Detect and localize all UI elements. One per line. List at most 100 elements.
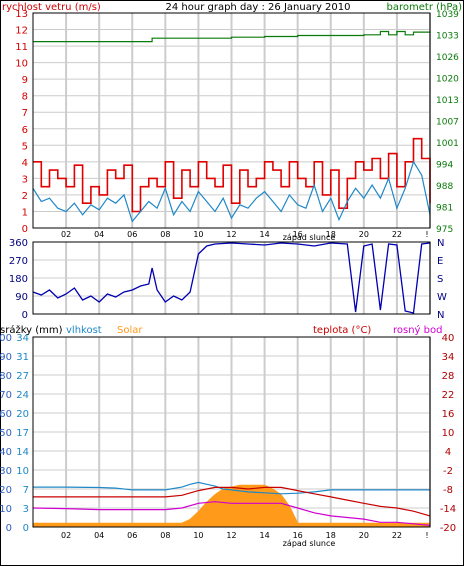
- p3-humidity-tick-label: 3: [23, 504, 29, 515]
- p1-y-right-tick-label: 1039: [436, 10, 459, 20]
- p1-x-tick-label: 14: [259, 230, 269, 239]
- p2-y-right-tick-label: W: [437, 292, 447, 303]
- p2-plot-border: [32, 241, 431, 315]
- dewpoint-label: rosný bod: [393, 324, 442, 336]
- p3-rain-tick-label: 50: [0, 428, 12, 439]
- p3-humidity-tick-label: 17: [16, 428, 29, 439]
- p2-y-right-tick-label: N: [437, 310, 444, 321]
- p2-y-left-tick-label: 360: [9, 238, 28, 249]
- p3-rain-tick-label: 100: [0, 333, 12, 344]
- p1-y-right-tick-label: 994: [436, 161, 453, 171]
- p1-y-left-tick-label: 4: [22, 158, 28, 169]
- p3-x-tick-label: 12: [226, 531, 236, 540]
- p3-humidity-tick-label: 34: [16, 333, 29, 344]
- p3-temp-tick-label: -2: [443, 466, 453, 477]
- p1-plot-border: [32, 12, 431, 229]
- p1-x-tick-label: 10: [193, 230, 203, 239]
- p1-y-left-tick-label: 1: [22, 207, 28, 218]
- p3-humidity-tick-label: 0: [23, 523, 29, 534]
- p3-x-tick-label: 02: [61, 531, 71, 540]
- p1-y-left-tick-label: 7: [22, 108, 28, 119]
- p3-humidity-tick-label: 20: [16, 409, 29, 420]
- p3-humidity-tick-label: 31: [16, 352, 29, 363]
- p2-y-right-tick-label: E: [437, 256, 443, 267]
- p3-x-tick-label: 14: [259, 531, 269, 540]
- p3-temp-tick-label: -14: [440, 504, 456, 515]
- p1-x-tick-label: !: [425, 230, 428, 239]
- p1-y-right-tick-label: 981: [436, 204, 453, 214]
- series-vlhkost-line: [33, 481, 430, 495]
- rain-label: srážky (mm): [0, 324, 63, 336]
- p1-y-left-tick-label: 13: [15, 9, 28, 20]
- p3-temp-tick-label: 28: [442, 371, 455, 382]
- temperature-label: teplota (°C): [313, 325, 371, 336]
- p3-humidity-tick-label: 7: [23, 485, 29, 496]
- p1-x-tick-label: 12: [226, 230, 236, 239]
- series-pressure-line: [33, 30, 430, 43]
- p1-y-left-tick-label: 8: [22, 92, 28, 103]
- p3-x-tick-label: 06: [127, 531, 137, 540]
- p3-humidity-tick-label: 24: [16, 390, 29, 401]
- sunset-caption-top: západ slunce: [283, 233, 336, 242]
- p1-y-left-tick-label: 9: [22, 75, 28, 86]
- p1-y-left-tick-label: 3: [22, 174, 28, 185]
- series-direction-line: [32, 242, 431, 314]
- p1-y-left-tick-label: 12: [15, 26, 28, 37]
- p3-rain-tick-label: 10: [0, 504, 12, 515]
- p3-rain-tick-label: 40: [0, 447, 12, 458]
- p3-rain-tick-label: 90: [0, 352, 12, 363]
- chart-title: 24 hour graph day : 26 January 2010: [166, 2, 351, 13]
- p1-y-right-tick-label: 1007: [436, 118, 459, 128]
- p3-temp-tick-label: 4: [445, 447, 451, 458]
- p3-humidity-tick-label: 27: [16, 371, 29, 382]
- p3-temp-tick-label: 10: [442, 428, 455, 439]
- barometer-label: barometr (hPa): [387, 2, 463, 13]
- p2-y-left-tick-label: 180: [9, 274, 28, 285]
- p3-x-tick-label: 04: [94, 531, 104, 540]
- series-wind-line: [32, 160, 431, 223]
- p1-y-right-tick-label: 975: [436, 225, 453, 235]
- p3-x-tick-label: 10: [193, 531, 203, 540]
- wind-speed-label: rychlost vetru (m/s): [2, 2, 101, 13]
- p3-temp-tick-label: -20: [440, 523, 456, 534]
- p2-y-right-tick-label: N: [437, 238, 444, 249]
- p1-x-tick-label: 04: [94, 230, 104, 239]
- p3-rain-tick-label: 70: [0, 390, 12, 401]
- wind-pressure-panel: 0123456789101112139759819889941001100710…: [15, 9, 459, 239]
- p1-y-right-tick-label: 1033: [436, 32, 459, 42]
- p1-y-left-tick-label: 0: [22, 224, 28, 235]
- p1-x-tick-label: 06: [127, 230, 137, 239]
- p3-temp-tick-label: 40: [442, 333, 455, 344]
- p3-x-tick-label: !: [425, 531, 428, 540]
- p3-plot-border: [32, 336, 431, 528]
- p1-x-tick-label: 22: [392, 230, 402, 239]
- series-solar-area: [32, 484, 431, 528]
- p1-y-left-tick-label: 5: [22, 141, 28, 152]
- sunset-caption-bottom: západ slunce: [283, 539, 336, 548]
- p3-rain-tick-label: 30: [0, 466, 12, 477]
- p2-y-left-tick-label: 90: [15, 292, 28, 303]
- p1-x-tick-label: 18: [326, 230, 336, 239]
- series-teplota-line: [33, 486, 431, 517]
- series-gust-line: [33, 137, 431, 213]
- p1-x-tick-label: 08: [160, 230, 170, 239]
- p1-x-tick-label: 02: [61, 230, 71, 239]
- p1-y-right-tick-label: 1013: [436, 96, 459, 106]
- p3-temp-tick-label: 34: [442, 352, 455, 363]
- p3-rain-tick-label: 60: [0, 409, 12, 420]
- p2-y-right-tick-label: S: [437, 274, 443, 285]
- p3-rain-tick-label: 0: [6, 523, 12, 534]
- p1-y-right-tick-label: 988: [436, 182, 453, 192]
- series-rosný bod-line: [32, 501, 431, 526]
- p3-temp-tick-label: 22: [442, 390, 455, 401]
- p1-y-right-tick-label: 1026: [436, 53, 459, 63]
- temperature-humidity-panel: 0 0 -20 10 3 -14 20 7 -8 30 10 -2 40 14 4 50 17 10 60 20 16 7…: [0, 333, 456, 540]
- p2-y-left-tick-label: 0: [22, 310, 28, 321]
- p1-y-left-tick-label: 2: [22, 191, 28, 202]
- p1-x-tick-label: 20: [359, 230, 369, 239]
- p1-y-left-tick-label: 6: [22, 125, 28, 136]
- p3-x-tick-label: 20: [359, 531, 369, 540]
- p1-y-left-tick-label: 11: [15, 42, 28, 53]
